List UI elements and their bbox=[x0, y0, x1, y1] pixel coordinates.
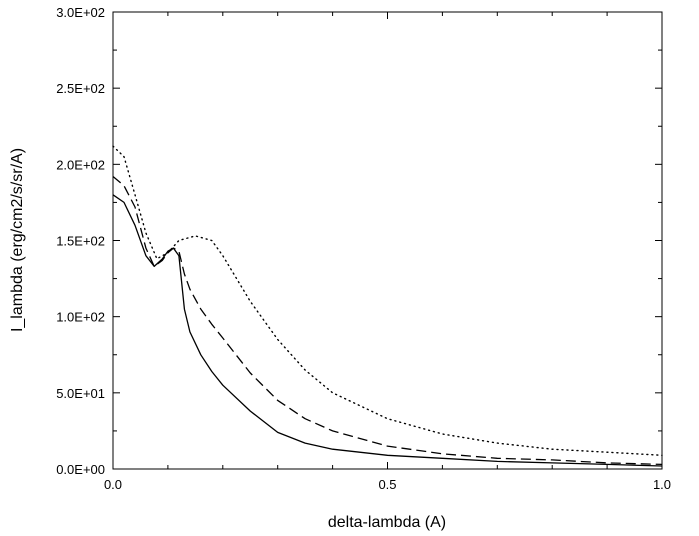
plot-frame bbox=[112, 11, 663, 470]
y-tick-label: 1.5E+02 bbox=[56, 234, 105, 249]
x-tick-label: 0.0 bbox=[104, 477, 122, 492]
y-tick-label: 0.0E+00 bbox=[56, 462, 105, 477]
y-tick-label: 1.0E+02 bbox=[56, 310, 105, 325]
y-tick-label: 3.0E+02 bbox=[56, 5, 105, 20]
axis-ticks bbox=[112, 11, 663, 470]
y-axis-title: I_lambda (erg/cm2/s/sr/A) bbox=[9, 148, 26, 332]
x-tick-label: 1.0 bbox=[653, 477, 671, 492]
series-layer bbox=[112, 145, 663, 467]
x-axis-title: delta-lambda (A) bbox=[328, 514, 446, 531]
tick-labels: 0.0 0.5 1.0 0.0E+00 5.0E+01 1.0E+02 1.5E+02 2.0… bbox=[56, 5, 671, 492]
series-line-solid bbox=[112, 194, 663, 467]
y-tick-label: 5.0E+01 bbox=[56, 386, 105, 401]
x-tick-label: 0.5 bbox=[378, 477, 396, 492]
series-line-dashed bbox=[112, 176, 663, 466]
y-tick-label: 2.5E+02 bbox=[56, 81, 105, 96]
y-tick-label: 2.0E+02 bbox=[56, 157, 105, 172]
series-line-dotted bbox=[112, 145, 663, 456]
